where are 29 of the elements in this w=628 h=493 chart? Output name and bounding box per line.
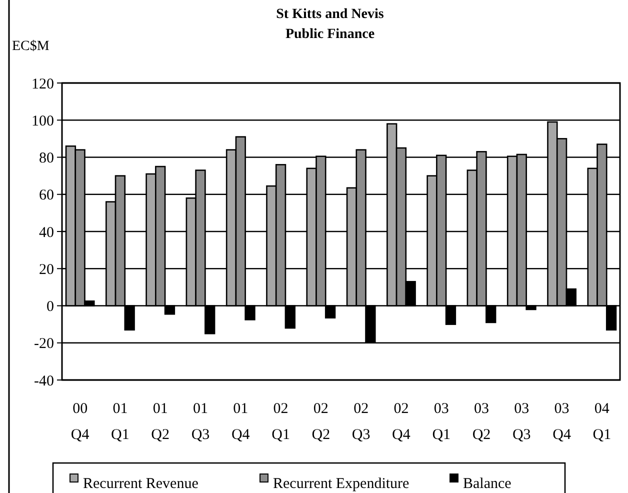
x-tick-label: 00 Q4 [70,401,90,443]
x-tick-label: 01 Q3 [191,401,210,443]
y-tick-label: 0 [46,299,54,315]
legend-label: Recurrent Expenditure [273,476,410,492]
y-tick-label: 40 [39,224,54,241]
x-tick-label: 03 Q1 [432,401,451,443]
chart-subtitle: Public Finance [285,27,375,42]
x-tick-label: 01 Q4 [231,401,250,443]
x-tick-label: 02 Q2 [312,401,330,443]
y-tick-label: 80 [39,150,54,166]
x-tick-label: 03 Q3 [512,401,531,443]
y-tick-label: 60 [39,188,54,204]
x-tick-label: 03 Q4 [552,401,572,443]
y-tick-label: 120 [32,76,54,92]
x-tick-label: 01 Q1 [111,401,130,443]
chart-title: St Kitts and Nevis [276,7,384,22]
x-tick-label: 04 Q1 [592,401,612,443]
legend-label: Recurrent Revenue [83,476,199,492]
x-tick-label: 03 Q2 [472,401,491,443]
x-tick-label: 02 Q3 [352,401,370,443]
y-tick-label: -20 [34,336,54,352]
legend-label: Balance [463,476,512,492]
y-axis-title: EC$M [12,39,50,54]
y-tick-label: 100 [32,113,54,130]
x-tick-label: 02 Q4 [392,401,411,443]
x-tick-label: 01 Q2 [151,401,170,443]
y-tick-label: 20 [39,262,54,278]
y-tick-label: -40 [34,373,54,390]
x-tick-label: 02 Q1 [272,401,290,443]
